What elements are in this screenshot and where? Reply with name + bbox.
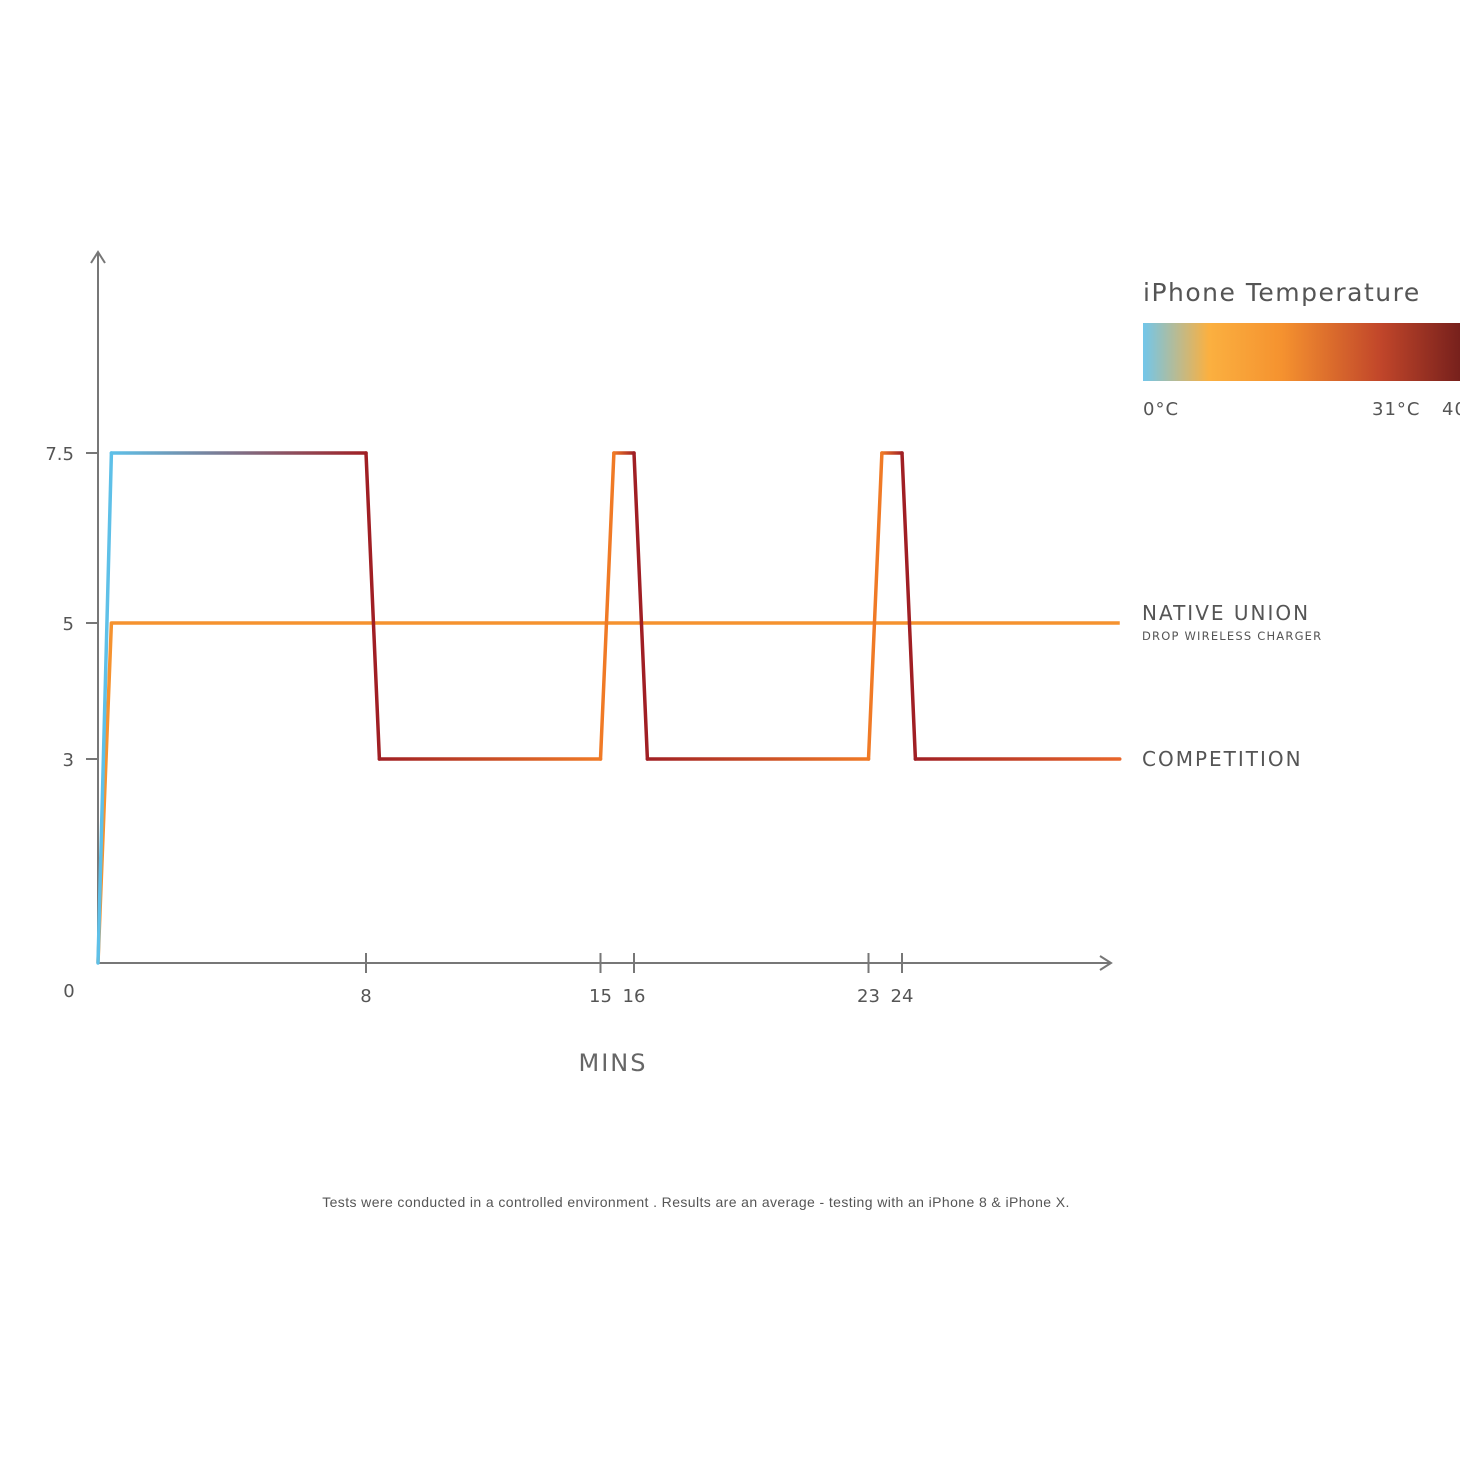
origin-label: 0: [63, 981, 74, 1002]
x-tick-label: 16: [623, 986, 646, 1007]
y-tick-label: 5: [63, 614, 74, 635]
series-label-competition: COMPETITION: [1142, 747, 1303, 771]
x-tick-label: 24: [891, 986, 914, 1007]
series-sublabel-native-union: DROP WIRELESS CHARGER: [1142, 629, 1322, 643]
legend-tick-max: 40°C: [1442, 399, 1460, 420]
series-segment-competition: [96, 451, 114, 965]
series-segment-competition: [900, 451, 918, 761]
series-segment-competition: [364, 451, 382, 761]
x-axis-title: MINS: [579, 1049, 648, 1077]
x-tick-label: 23: [857, 986, 880, 1007]
legend-tick-mid: 31°C: [1372, 399, 1420, 420]
footnote: Tests were conducted in a controlled env…: [322, 1194, 1070, 1210]
y-tick-label: 3: [63, 750, 74, 771]
axes: [90, 250, 1113, 971]
legend-gradient-bar: [1143, 323, 1460, 381]
x-ticks: 8 15 16 23 24: [360, 953, 913, 1007]
series-segment-competition: [866, 451, 884, 761]
y-axis-arrow-icon: [90, 250, 106, 264]
x-tick-label: 15: [589, 986, 612, 1007]
series-segment-competition: [598, 451, 616, 761]
series-layer: [96, 451, 1122, 965]
temperature-legend: iPhone Temperature 0°C 31°C 40°C: [1143, 278, 1460, 420]
y-ticks: 357.5: [45, 444, 98, 771]
legend-title: iPhone Temperature: [1143, 278, 1421, 307]
series-line-native-union: [96, 621, 1120, 964]
x-axis-arrow-icon: [1099, 955, 1113, 971]
series-segment-competition: [632, 451, 650, 761]
legend-tick-min: 0°C: [1143, 399, 1179, 420]
y-tick-label: 7.5: [45, 444, 74, 465]
x-tick-label: 8: [360, 986, 371, 1007]
series-label-native-union: NATIVE UNION: [1142, 601, 1310, 625]
